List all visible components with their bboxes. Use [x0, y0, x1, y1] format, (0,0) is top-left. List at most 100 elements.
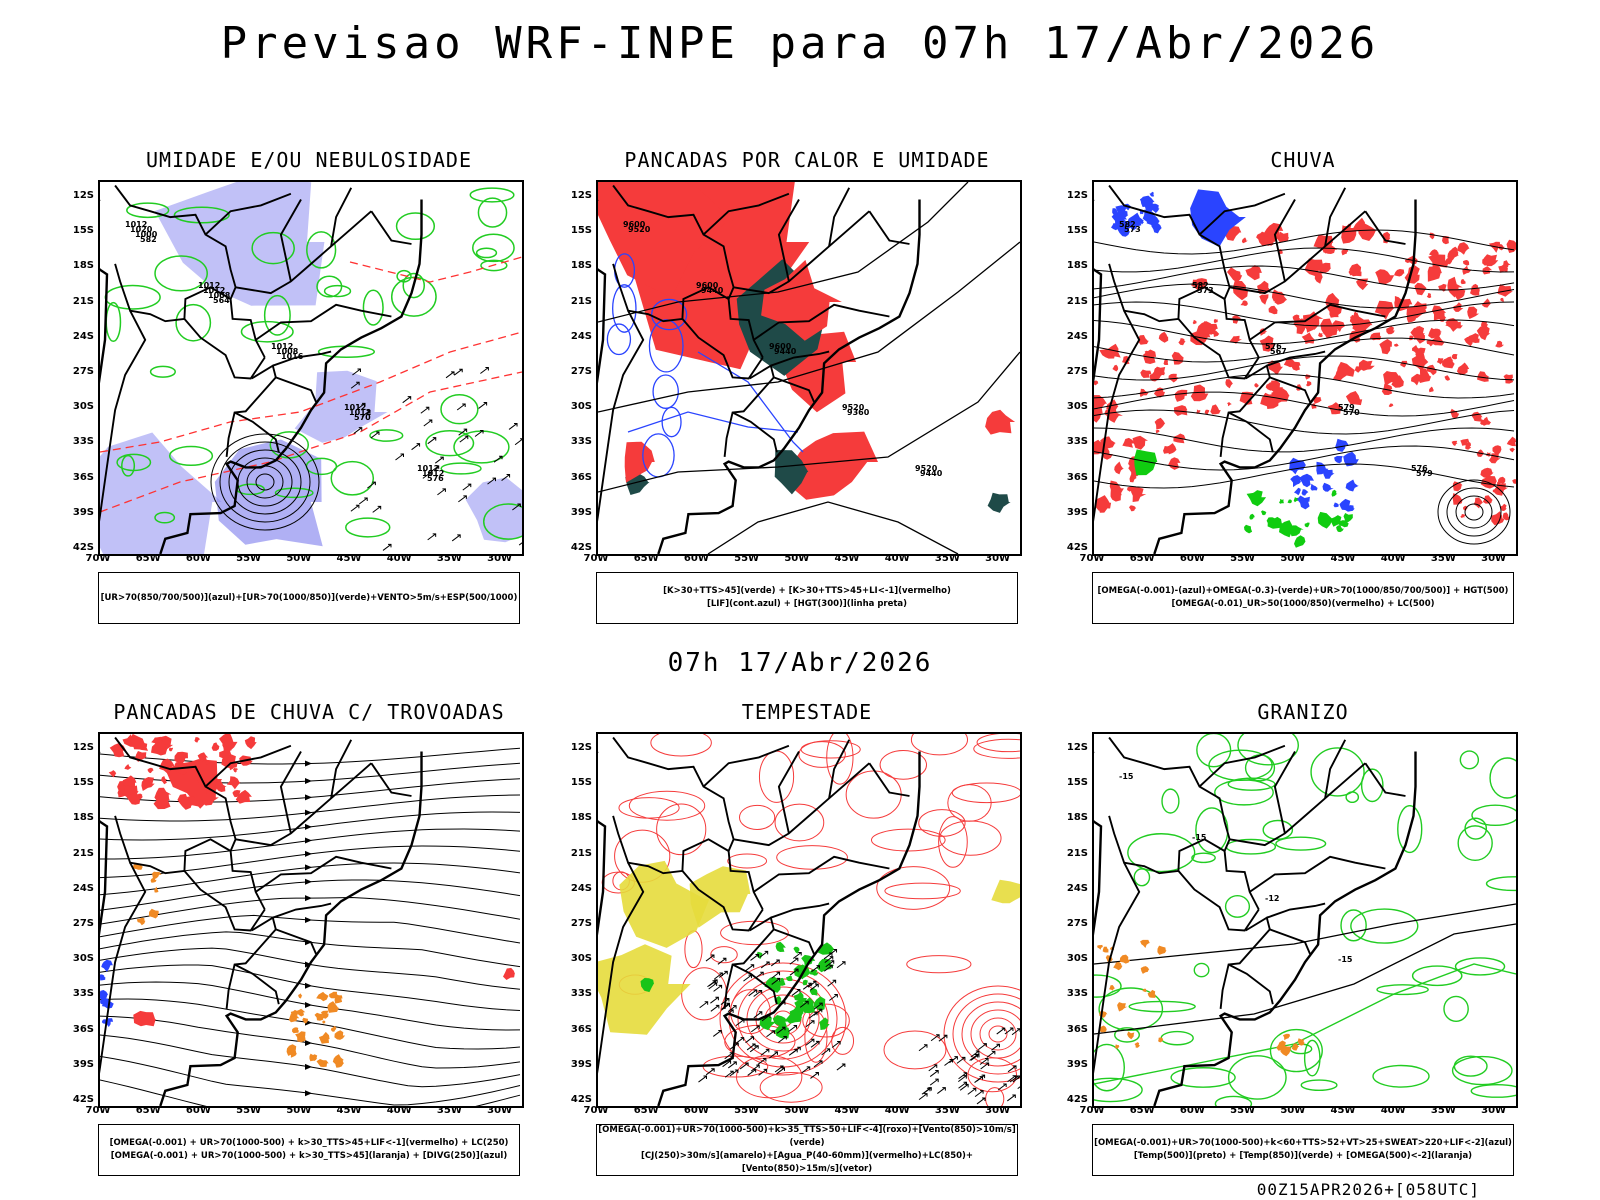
- omega-green: [1279, 520, 1296, 538]
- country-border: [370, 210, 412, 245]
- storm-red: [151, 742, 168, 756]
- wind-vector: [759, 950, 769, 958]
- omega-blue: [1294, 487, 1301, 496]
- humidity-low-levels: [121, 454, 136, 477]
- temp-850-contour: [1310, 747, 1365, 797]
- rain-red: [1471, 411, 1483, 422]
- x-tick-label: 40W: [884, 553, 910, 564]
- y-tick-label: 39S: [72, 506, 94, 518]
- coastline: [159, 199, 423, 554]
- wind-vector: [810, 1040, 820, 1048]
- rain-red: [1447, 276, 1463, 298]
- country-border: [1273, 751, 1296, 834]
- x-tick-label: 40W: [884, 1105, 910, 1116]
- lc-850-contour: [702, 1055, 769, 1078]
- rain-red: [1163, 359, 1169, 365]
- thickness-contour: [100, 371, 522, 513]
- omega-blue: [1310, 483, 1318, 491]
- lifted-index-contour: [651, 298, 688, 331]
- humidity-low-levels: [323, 284, 352, 298]
- rain-red: [1429, 386, 1434, 393]
- panel-title-umidade: UMIDADE E/OU NEBULOSIDADE: [145, 148, 473, 172]
- lc-850-contour: [906, 955, 972, 974]
- temp-850-contour: [1372, 1064, 1430, 1088]
- lc-850-contour: [804, 1011, 828, 1063]
- rain-red: [1484, 254, 1499, 267]
- storm-orange: [292, 1027, 299, 1034]
- map-pancadas-calor: 9600 9600 9600 9520 9520 9520 9440 9440 9360 9440: [596, 180, 1022, 556]
- humidity-low-levels: [362, 289, 384, 326]
- rain-red: [1245, 265, 1262, 281]
- rain-red: [1327, 294, 1334, 299]
- temp-850-contour: [1133, 868, 1151, 887]
- y-tick-label: 30S: [1066, 401, 1088, 413]
- lc-850-contour: [973, 738, 1020, 759]
- y-tick-label: 33S: [72, 436, 94, 448]
- rain-red: [1388, 403, 1394, 408]
- rain-red: [1138, 335, 1149, 345]
- country-border: [681, 318, 764, 380]
- temp-850-contour: [1208, 749, 1273, 782]
- rain-red: [1455, 289, 1466, 300]
- lc-850-contour: [870, 828, 946, 852]
- y-tick-label: 24S: [1066, 882, 1088, 894]
- wind-vector: [918, 1093, 928, 1101]
- omega-blue: [1149, 191, 1154, 197]
- country-border: [1108, 815, 1226, 875]
- country-border: [272, 902, 332, 919]
- y-tick-label: 24S: [570, 882, 592, 894]
- country-border: [773, 376, 815, 403]
- wind-vector: [717, 957, 727, 965]
- y-tick-label: 36S: [72, 1023, 94, 1035]
- y-tick-label: 24S: [570, 330, 592, 342]
- y-tick-label: 30S: [1066, 953, 1088, 965]
- instability-red: [985, 409, 1016, 435]
- rain-red: [1477, 371, 1490, 382]
- streamline-500: [1094, 355, 1515, 381]
- humidity-low-levels: [154, 511, 176, 524]
- storm-red: [169, 747, 173, 752]
- contour-label: 1012: [417, 464, 439, 473]
- temp-850-contour: [1350, 908, 1419, 944]
- rain-red: [1349, 314, 1359, 324]
- height-300-contour: [598, 351, 1020, 493]
- storm-orange: [334, 1030, 346, 1040]
- rain-red: [1096, 500, 1110, 513]
- instability-red: [624, 441, 655, 483]
- rain-red: [1503, 374, 1514, 384]
- streamline-250-arrow: [305, 1040, 312, 1046]
- height-300-contour: [707, 501, 959, 554]
- storm-red: [197, 779, 202, 783]
- wind-vector: [512, 503, 521, 511]
- wind-vector: [712, 1029, 722, 1037]
- x-tick-label: 65W: [1129, 553, 1155, 564]
- country-border: [1108, 184, 1260, 358]
- country-border: [225, 916, 277, 1010]
- contour-label: 1012: [203, 286, 225, 295]
- storm-red: [229, 766, 234, 771]
- omega-orange: [1099, 1025, 1107, 1033]
- wind-vector: [774, 1065, 784, 1073]
- rain-red: [1239, 391, 1254, 405]
- contour-label: 570: [354, 413, 371, 422]
- storm-orange: [154, 886, 159, 893]
- wind-vector: [788, 1048, 798, 1056]
- x-tick-label: 60W: [683, 553, 709, 564]
- x-tick-label: 70W: [1079, 553, 1105, 564]
- rain-red: [1241, 237, 1248, 244]
- x-tick-label: 65W: [135, 1105, 161, 1116]
- humidity-low-levels: [274, 487, 314, 499]
- x-tick-label: 60W: [1179, 553, 1205, 564]
- wind-vector: [427, 533, 437, 541]
- rain-red: [1481, 416, 1492, 426]
- rain-red: [1451, 440, 1458, 446]
- rain-red: [1313, 234, 1334, 254]
- wind-vector: [979, 1057, 989, 1065]
- country-border: [1229, 210, 1366, 295]
- wind-vector: [809, 983, 819, 991]
- height-300-contour: [598, 241, 1020, 413]
- storm-orange: [332, 1054, 344, 1065]
- wind-850-green: [640, 978, 654, 993]
- map-canvas-tempestade: [598, 734, 1020, 1106]
- country-border: [1324, 187, 1347, 247]
